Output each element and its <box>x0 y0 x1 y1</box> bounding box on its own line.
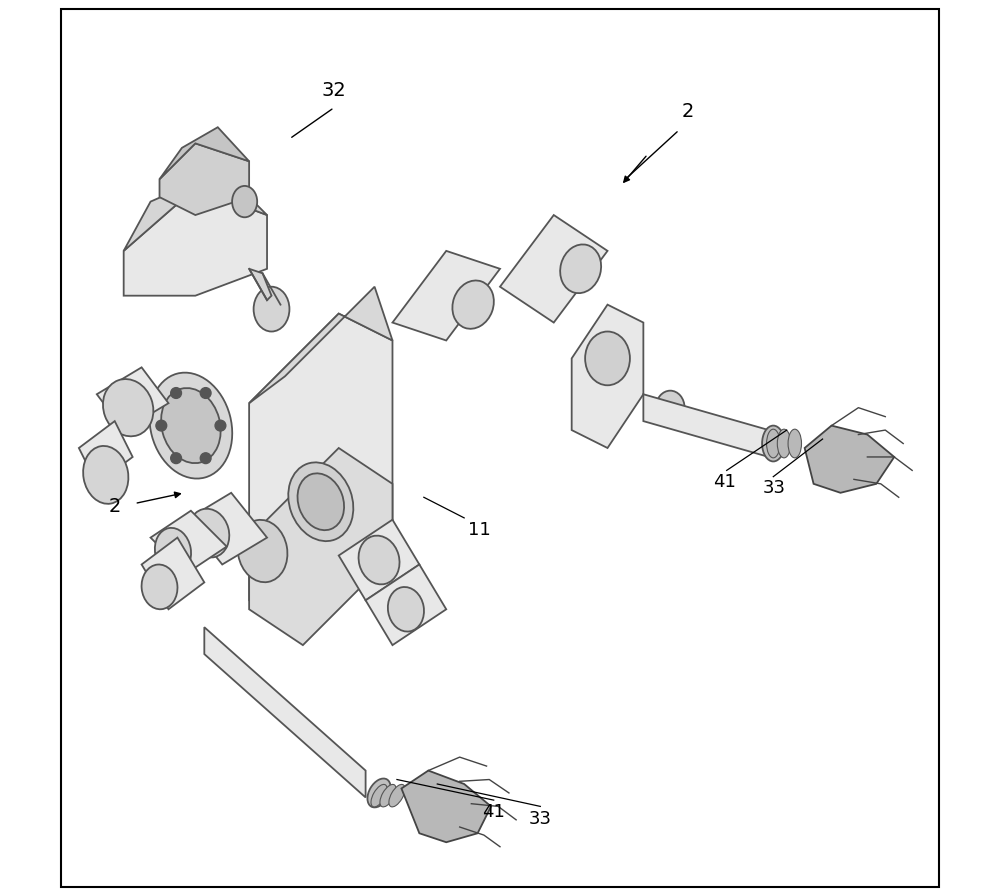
Polygon shape <box>160 143 249 215</box>
Polygon shape <box>204 627 366 797</box>
Polygon shape <box>249 448 392 645</box>
Text: 11: 11 <box>468 521 490 539</box>
Polygon shape <box>79 421 133 484</box>
Circle shape <box>171 388 181 399</box>
Ellipse shape <box>656 391 685 425</box>
Polygon shape <box>401 771 491 842</box>
Polygon shape <box>339 520 419 600</box>
Ellipse shape <box>452 280 494 329</box>
Polygon shape <box>160 127 249 179</box>
Polygon shape <box>500 215 608 323</box>
Ellipse shape <box>371 784 387 807</box>
Ellipse shape <box>380 784 396 807</box>
Ellipse shape <box>388 587 424 632</box>
Polygon shape <box>151 511 227 573</box>
Ellipse shape <box>767 429 780 458</box>
Text: 2: 2 <box>109 496 121 516</box>
Polygon shape <box>124 188 267 296</box>
Circle shape <box>215 420 226 431</box>
Ellipse shape <box>288 462 353 541</box>
Ellipse shape <box>777 429 791 458</box>
Circle shape <box>200 452 211 463</box>
Polygon shape <box>249 269 272 300</box>
Text: 33: 33 <box>529 810 552 828</box>
Ellipse shape <box>232 186 257 218</box>
Polygon shape <box>249 287 392 403</box>
Circle shape <box>200 388 211 399</box>
Ellipse shape <box>103 379 153 436</box>
Text: 32: 32 <box>322 82 347 100</box>
Polygon shape <box>124 170 267 251</box>
Polygon shape <box>643 394 769 457</box>
Ellipse shape <box>161 388 221 463</box>
Ellipse shape <box>560 245 601 293</box>
Polygon shape <box>392 251 500 340</box>
Ellipse shape <box>142 564 177 609</box>
Circle shape <box>171 452 181 463</box>
Ellipse shape <box>585 332 630 385</box>
Polygon shape <box>572 305 643 448</box>
Ellipse shape <box>298 473 344 530</box>
Polygon shape <box>186 493 267 564</box>
Polygon shape <box>805 426 894 493</box>
Ellipse shape <box>254 287 289 332</box>
Ellipse shape <box>188 509 229 557</box>
Polygon shape <box>97 367 168 430</box>
Ellipse shape <box>788 429 802 458</box>
Ellipse shape <box>389 784 405 807</box>
Ellipse shape <box>155 528 191 574</box>
Ellipse shape <box>83 446 128 504</box>
Ellipse shape <box>150 373 232 478</box>
Circle shape <box>156 420 167 431</box>
Ellipse shape <box>762 426 784 461</box>
Text: 2: 2 <box>682 102 694 121</box>
Polygon shape <box>142 538 204 609</box>
Polygon shape <box>249 314 392 627</box>
Ellipse shape <box>238 520 287 582</box>
Polygon shape <box>366 564 446 645</box>
Ellipse shape <box>359 536 400 584</box>
Text: 33: 33 <box>763 479 786 497</box>
Text: 41: 41 <box>482 803 505 821</box>
Ellipse shape <box>367 779 391 807</box>
Text: 41: 41 <box>713 473 735 491</box>
